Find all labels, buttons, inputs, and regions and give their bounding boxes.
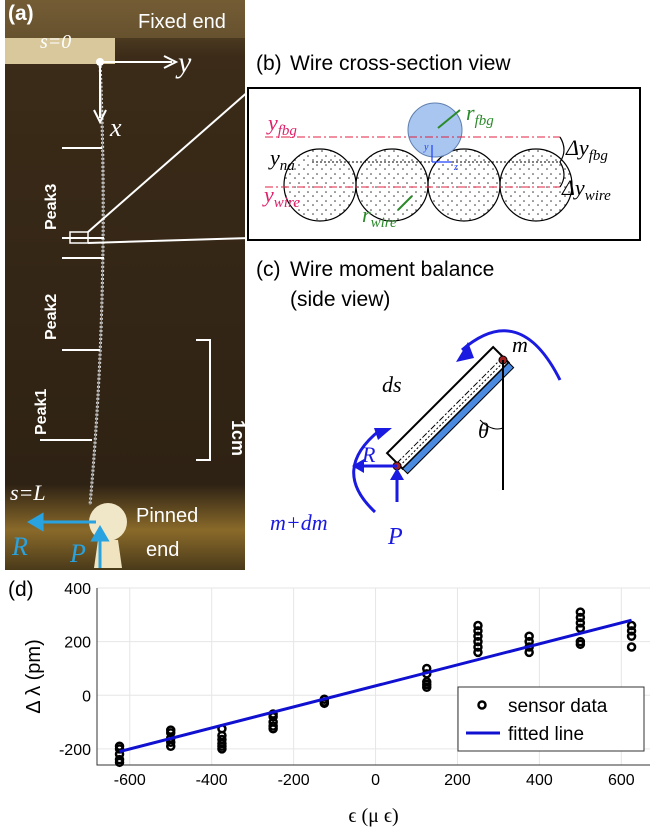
- label: m: [512, 332, 528, 357]
- label: R: [361, 442, 376, 467]
- x-tick-label: -600: [114, 772, 146, 789]
- x-tick-label: -200: [278, 772, 310, 789]
- label: Pinned: [136, 505, 198, 527]
- label: m+dm: [270, 510, 328, 535]
- label: s=L: [10, 480, 46, 505]
- panel-subtitle: (side view): [290, 288, 390, 311]
- x-tick-label: 400: [526, 772, 553, 789]
- scale-label: 1cm: [228, 420, 248, 456]
- panel-label: (b): [256, 52, 282, 75]
- force-label: P: [69, 539, 86, 568]
- label: s=0: [40, 31, 71, 53]
- x-tick-label: -400: [196, 772, 228, 789]
- peak-label: Peak2: [43, 294, 60, 340]
- chart: (d) -200 0 200 400 -600 -400 -200 0 200 400 600 ϵ (μ…: [8, 578, 650, 827]
- x-tick-label: 0: [371, 772, 380, 789]
- x-axis-label: ϵ (μ ϵ): [348, 805, 398, 827]
- label: Fixed end: [138, 11, 226, 33]
- panel-label: (a): [8, 2, 34, 25]
- legend-label: sensor data: [508, 696, 608, 717]
- element-diagram: [352, 331, 560, 512]
- cross-section: [248, 88, 640, 240]
- y-tick-label: 200: [64, 635, 91, 652]
- y-tick-label: 400: [64, 581, 91, 598]
- axis-label: x: [109, 113, 122, 142]
- peak-label: Peak3: [43, 184, 60, 230]
- panel-title: Wire moment balance: [290, 258, 494, 281]
- x-tick-label: 200: [444, 772, 471, 789]
- label: y: [423, 142, 429, 153]
- y-tick-label: 0: [82, 688, 91, 705]
- label: end: [146, 539, 179, 561]
- panel-label: (c): [256, 258, 281, 281]
- x-tick-label: 600: [608, 772, 635, 789]
- axis-label: y: [175, 46, 192, 79]
- label: P: [387, 524, 403, 550]
- figure: (a) s=0 Fixed end y x Peak3 Peak2 Peak1 …: [0, 0, 653, 830]
- label: ds: [382, 372, 402, 397]
- y-tick-label: -200: [59, 742, 91, 759]
- force-label: R: [11, 532, 28, 561]
- label: θ: [478, 418, 489, 443]
- legend-label: fitted line: [508, 724, 584, 745]
- peak-label: Peak1: [33, 389, 50, 435]
- label: z: [453, 162, 458, 173]
- y-axis-label: Δ λ (pm): [23, 639, 45, 713]
- panel-label: (d): [8, 578, 34, 601]
- panel-title: Wire cross-section view: [290, 52, 511, 75]
